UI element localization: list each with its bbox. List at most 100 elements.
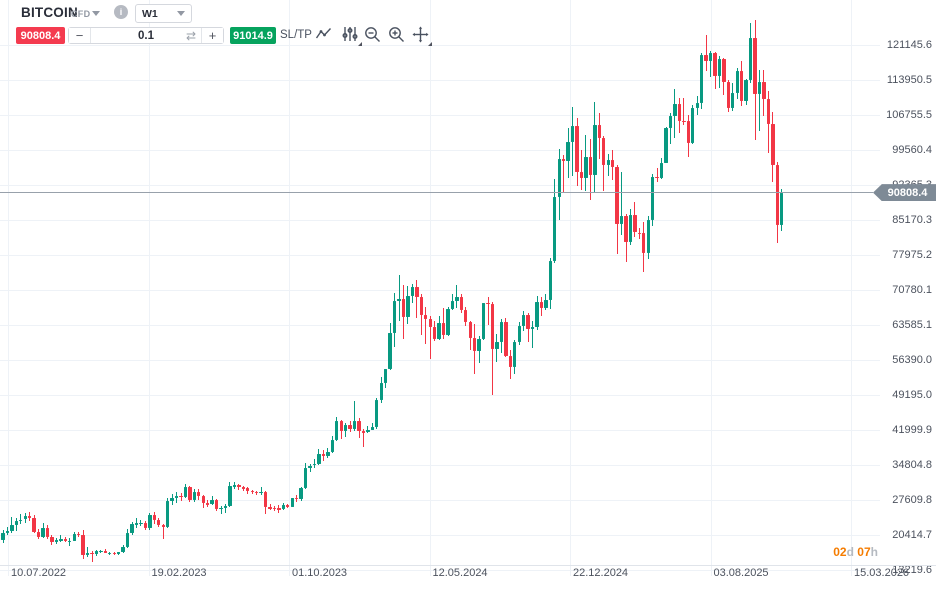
candle-wick (759, 70, 760, 131)
candle-wick (563, 154, 565, 193)
gridline-vertical (8, 0, 9, 576)
price-tick-label: 13219.6 (892, 563, 932, 576)
candle-body (250, 491, 254, 493)
timeframe-chevron-icon (177, 11, 185, 16)
candle-wick (20, 514, 22, 525)
candle-wick (710, 50, 712, 78)
candle-body (379, 382, 383, 400)
zoom-in-button[interactable] (388, 26, 406, 44)
symbol-title[interactable]: BITCOIN (21, 5, 78, 20)
candle-body (708, 53, 713, 61)
candle-body (228, 485, 232, 507)
candle-wick (91, 551, 93, 562)
candle-wick (136, 517, 137, 528)
candle-body (148, 514, 152, 529)
candle-wick (456, 284, 458, 308)
candle-body (130, 524, 134, 533)
candle-body (762, 82, 766, 100)
candle-body (326, 451, 330, 457)
volume-increase-button[interactable]: + (201, 28, 223, 43)
candle-body (343, 425, 348, 432)
candle-body (664, 127, 668, 163)
candle-body (726, 82, 731, 108)
gridline-horizontal (0, 535, 880, 536)
volume-swap-icon[interactable]: ⇄ (185, 29, 196, 43)
candle-body (490, 303, 495, 349)
sell-price-button[interactable]: 90808.4 (16, 27, 65, 44)
candle-body (530, 326, 535, 329)
candle-body (668, 116, 673, 128)
candle-body (192, 492, 197, 501)
candle-body (437, 323, 441, 339)
candle-body (562, 159, 566, 162)
volume-value[interactable]: 0.1 (138, 29, 154, 42)
time-axis-separator (0, 565, 936, 566)
candle-wick (532, 320, 534, 348)
current-price-value: 90808.4 (887, 186, 928, 199)
sltp-button[interactable]: SL/TP (280, 29, 312, 41)
candle-body (50, 537, 54, 543)
candle-body (477, 338, 481, 352)
symbol-dropdown-chevron-icon[interactable] (92, 11, 100, 16)
candle-body (59, 539, 63, 541)
candle-body (335, 421, 339, 440)
candle-body (312, 463, 317, 466)
candle-body (699, 55, 704, 104)
line-chart-type-button[interactable] (315, 26, 333, 44)
candle-wick (487, 296, 489, 326)
candle-wick (362, 429, 364, 447)
candle-body (295, 498, 299, 500)
gridline-vertical (851, 0, 852, 576)
candle-wick (371, 422, 373, 431)
info-icon[interactable]: i (114, 5, 128, 19)
gridline-horizontal (0, 185, 880, 186)
candle-body (740, 70, 744, 101)
candle-body (268, 507, 272, 509)
candle-body (81, 534, 85, 555)
candle-body (526, 315, 530, 329)
zoom-out-button[interactable] (364, 26, 382, 44)
date-tick-label: 15.03.2026 (854, 567, 910, 579)
candle-body (602, 137, 606, 165)
gridline-horizontal (0, 290, 880, 291)
price-tick-label: 20414.7 (892, 528, 932, 541)
candle-body (517, 326, 521, 343)
candle-body (406, 295, 410, 317)
candle-body (299, 488, 303, 499)
date-tick-label: 01.10.2023 (292, 567, 348, 579)
price-tick-label: 99560.4 (892, 143, 932, 156)
candle-body (575, 126, 579, 172)
pan-button[interactable] (412, 26, 432, 46)
candle-body (219, 507, 223, 510)
gridline-horizontal (0, 220, 880, 221)
candle-body (45, 528, 50, 537)
candle-body (72, 534, 76, 541)
candle-body (112, 552, 116, 555)
candle-body (370, 427, 375, 430)
volume-decrease-button[interactable]: − (69, 28, 91, 43)
countdown-hours: 07 (857, 545, 871, 559)
timeframe-select[interactable]: W1 (135, 4, 192, 23)
candle-body (197, 492, 201, 496)
candle-body (254, 492, 259, 494)
candle-body (41, 528, 45, 537)
pan-move-icon (412, 26, 429, 43)
candle-body (143, 522, 148, 529)
indicators-button[interactable] (342, 26, 362, 46)
gridline-horizontal (0, 150, 880, 151)
candle-body (1, 533, 5, 541)
candle-body (508, 355, 512, 368)
price-tick-label: 27609.8 (892, 493, 932, 506)
price-tick-label: 121145.6 (886, 38, 932, 51)
buy-price-button[interactable]: 91014.9 (230, 27, 276, 44)
candle-body (161, 525, 165, 528)
candle-body (468, 321, 472, 338)
candle-body (415, 287, 419, 297)
candle-body (68, 540, 72, 543)
gridline-horizontal (0, 395, 880, 396)
candle-body (713, 53, 717, 76)
candle-body (152, 514, 156, 520)
candle-body (286, 505, 290, 507)
volume-field[interactable]: 0.1 ⇄ (91, 28, 201, 43)
candle-body (90, 553, 94, 555)
